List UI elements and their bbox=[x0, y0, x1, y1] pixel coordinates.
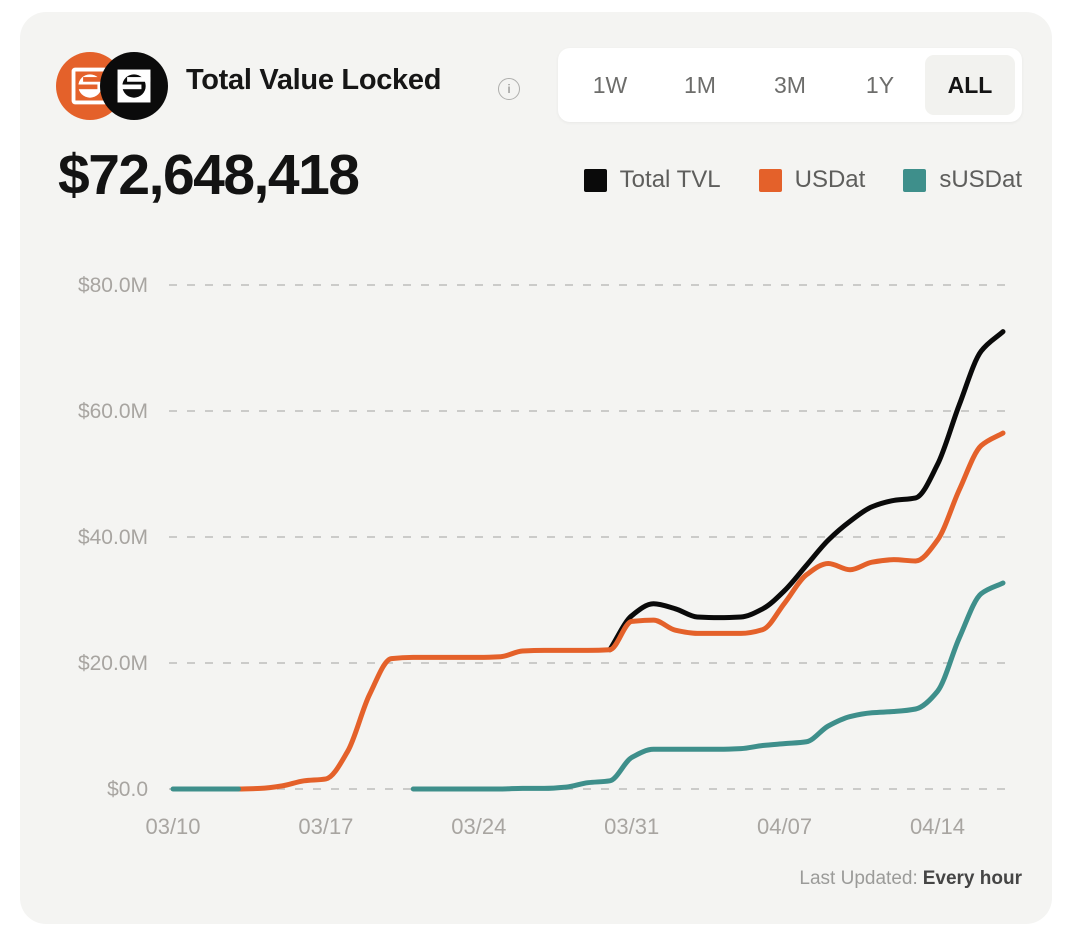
svg-text:$60.0M: $60.0M bbox=[78, 400, 148, 423]
range-button-all[interactable]: ALL bbox=[925, 55, 1015, 115]
usdat-swatch bbox=[758, 168, 782, 192]
tvl-chart-canvas: $0.0 $20.0M $40.0M $60.0M $80.0M 03/10 03/17 03… bbox=[78, 274, 1006, 839]
legend-label: sUSDat bbox=[939, 166, 1022, 193]
chart-legend: Total TVL USDat sUSDat bbox=[583, 166, 1022, 194]
susdat-coin-icon bbox=[100, 52, 168, 120]
range-button-1w[interactable]: 1W bbox=[565, 55, 655, 115]
tvl-card: Total Value Locked i 1W 1M 3M 1Y ALL $72,648… bbox=[20, 12, 1052, 924]
last-updated-value: Every hour bbox=[922, 868, 1022, 889]
total-value: $72,648,418 bbox=[58, 143, 360, 207]
last-updated: Last Updated: Every hour bbox=[799, 868, 1022, 890]
svg-text:03/31: 03/31 bbox=[604, 814, 659, 839]
svg-text:$20.0M: $20.0M bbox=[78, 652, 148, 675]
last-updated-label: Last Updated: bbox=[799, 868, 918, 889]
logo-pair bbox=[56, 52, 168, 120]
svg-text:$0.0: $0.0 bbox=[107, 778, 148, 801]
susdat-swatch bbox=[903, 168, 927, 192]
page-title: Total Value Locked bbox=[186, 64, 442, 96]
tvl-chart[interactable]: $0.0 $20.0M $40.0M $60.0M $80.0M 03/10 03/17 03… bbox=[20, 12, 1052, 924]
range-button-3m[interactable]: 3M bbox=[745, 55, 835, 115]
range-selector: 1W 1M 3M 1Y ALL bbox=[558, 48, 1022, 122]
svg-text:03/17: 03/17 bbox=[298, 814, 353, 839]
total-tvl-swatch bbox=[583, 168, 607, 192]
legend-label: Total TVL bbox=[619, 166, 721, 193]
legend-label: USDat bbox=[794, 166, 866, 193]
legend-item-usdat: USDat bbox=[758, 166, 866, 194]
svg-text:03/24: 03/24 bbox=[451, 814, 506, 839]
svg-text:03/10: 03/10 bbox=[145, 814, 200, 839]
range-button-1y[interactable]: 1Y bbox=[835, 55, 925, 115]
legend-item-susdat: sUSDat bbox=[903, 166, 1022, 194]
svg-text:04/14: 04/14 bbox=[910, 814, 965, 839]
svg-text:$40.0M: $40.0M bbox=[78, 526, 148, 549]
info-icon[interactable]: i bbox=[498, 78, 520, 100]
range-button-1m[interactable]: 1M bbox=[655, 55, 745, 115]
svg-text:$80.0M: $80.0M bbox=[78, 274, 148, 297]
legend-item-total-tvl: Total TVL bbox=[583, 166, 721, 194]
svg-text:04/07: 04/07 bbox=[757, 814, 812, 839]
